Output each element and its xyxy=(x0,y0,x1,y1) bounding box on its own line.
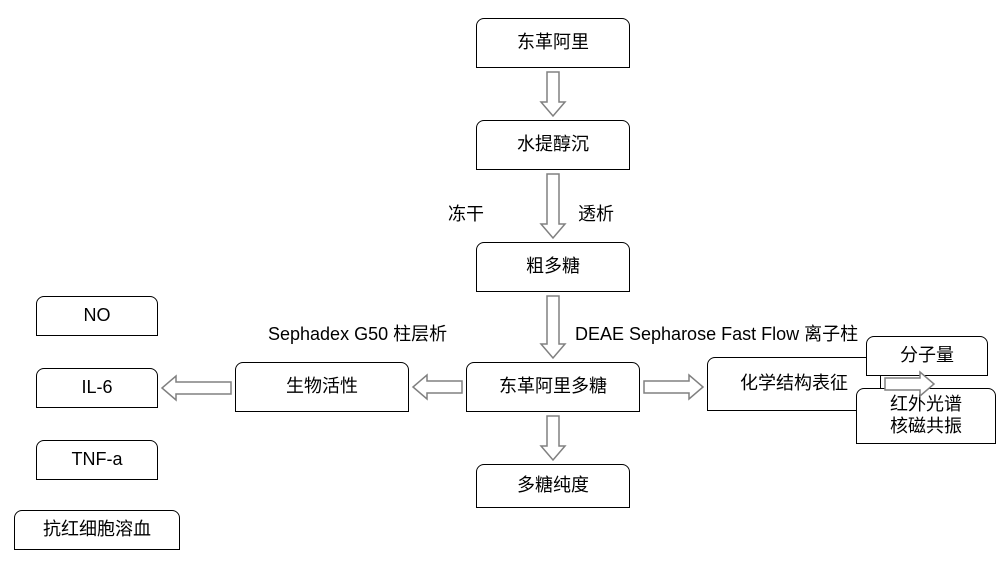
node-label: IL-6 xyxy=(81,377,112,399)
node-label: 粗多糖 xyxy=(526,256,580,278)
node-label: 东革阿里多糖 xyxy=(499,376,607,398)
node-tnfa: TNF-a xyxy=(36,440,158,480)
node-hemolysis: 抗红细胞溶血 xyxy=(14,510,180,550)
node-tongkat-ali-polysaccharide: 东革阿里多糖 xyxy=(466,362,640,412)
node-bioactivity: 生物活性 xyxy=(235,362,409,412)
node-crude-polysaccharide: 粗多糖 xyxy=(476,242,630,292)
node-label: 化学结构表征 xyxy=(740,373,848,395)
node-label: TNF-a xyxy=(72,449,123,471)
flowchart-canvas: 东革阿里 水提醇沉 粗多糖 东革阿里多糖 多糖纯度 生物活性 化学结构表征 NO… xyxy=(0,0,1000,574)
node-label: 抗红细胞溶血 xyxy=(43,519,151,541)
node-label: 红外光谱 核磁共振 xyxy=(890,394,962,437)
node-no: NO xyxy=(36,296,158,336)
edge-label-deae: DEAE Sepharose Fast Flow 离子柱 xyxy=(575,320,858,346)
node-water-extract: 水提醇沉 xyxy=(476,120,630,170)
node-label: 生物活性 xyxy=(286,376,358,398)
node-polysaccharide-purity: 多糖纯度 xyxy=(476,464,630,508)
node-il6: IL-6 xyxy=(36,368,158,408)
node-label: 多糖纯度 xyxy=(517,475,589,497)
node-ir-nmr: 红外光谱 核磁共振 xyxy=(856,388,996,444)
edge-label-dialysis: 透析 xyxy=(578,200,614,226)
node-label: 水提醇沉 xyxy=(517,134,589,156)
node-label: 分子量 xyxy=(900,345,954,367)
node-label: 东革阿里 xyxy=(517,32,589,54)
node-label: NO xyxy=(84,305,111,327)
node-molecular-weight: 分子量 xyxy=(866,336,988,376)
node-tongkat-ali: 东革阿里 xyxy=(476,18,630,68)
edge-label-sephadex: Sephadex G50 柱层析 xyxy=(268,320,447,346)
node-chemical-structure: 化学结构表征 xyxy=(707,357,881,411)
edge-label-freeze-dry: 冻干 xyxy=(448,200,484,226)
